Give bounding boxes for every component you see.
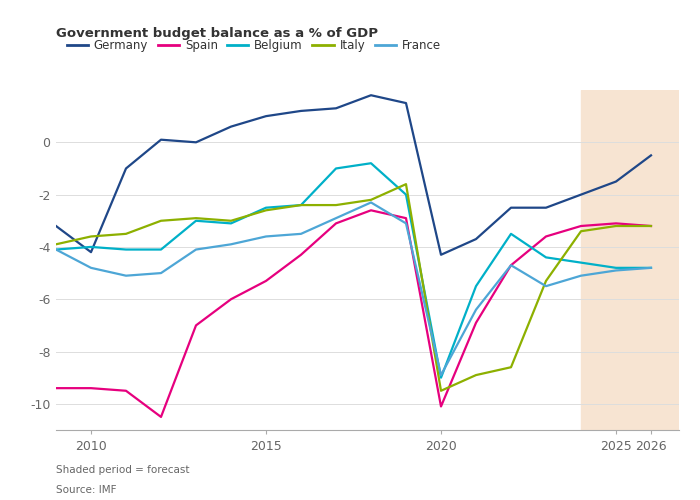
Legend: Germany, Spain, Belgium, Italy, France: Germany, Spain, Belgium, Italy, France xyxy=(62,34,446,57)
Text: Source: IMF: Source: IMF xyxy=(56,485,116,495)
Text: Government budget balance as a % of GDP: Government budget balance as a % of GDP xyxy=(56,27,378,40)
Bar xyxy=(581,90,679,430)
Text: Shaded period = forecast: Shaded period = forecast xyxy=(56,465,190,475)
